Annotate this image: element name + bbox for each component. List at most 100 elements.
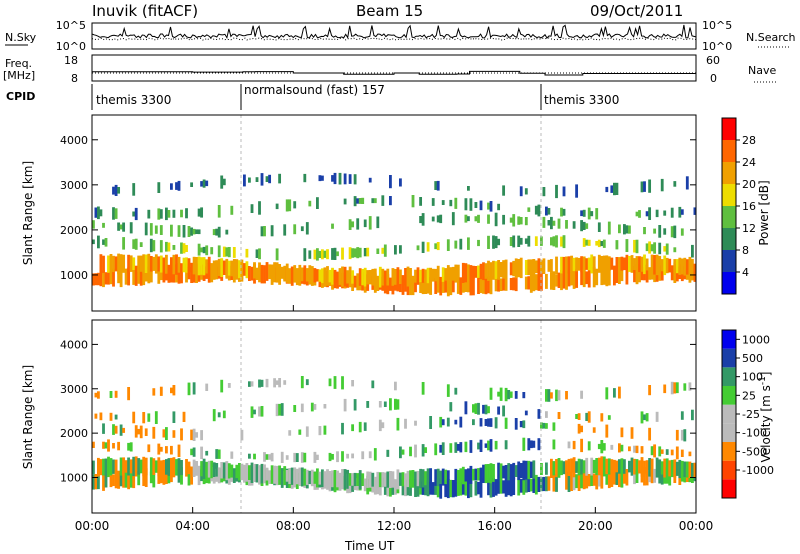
power-cell	[497, 203, 501, 211]
power-cell	[658, 225, 662, 238]
velocity-cell	[640, 446, 644, 454]
power-cell	[421, 268, 425, 283]
power-cell	[653, 242, 657, 254]
velocity-cell	[253, 463, 256, 482]
velocity-cell	[648, 385, 652, 396]
power-cell	[323, 267, 327, 285]
velocity-cell	[504, 440, 508, 450]
velocity-cell	[386, 471, 390, 488]
velocity-cell	[552, 474, 556, 492]
power-cell	[235, 259, 239, 279]
velocity-cell	[550, 392, 553, 399]
velocity-cell	[192, 428, 196, 441]
velocity-cell	[137, 458, 141, 475]
power-cell	[177, 256, 181, 273]
power-cell	[394, 269, 397, 285]
power-cell	[318, 250, 322, 258]
power-cell	[595, 241, 599, 246]
power-cell	[504, 278, 508, 291]
power-cell	[399, 269, 402, 284]
power-cell	[353, 248, 357, 258]
power-cell	[230, 205, 234, 215]
velocity-cell	[507, 478, 511, 496]
velocity-cell	[655, 457, 659, 478]
power-cell	[129, 255, 133, 272]
velocity-cell	[665, 458, 669, 478]
power-cell	[456, 278, 460, 294]
power-colorbar-swatch	[722, 206, 736, 228]
velocity-cell	[152, 467, 156, 488]
power-cell	[691, 258, 694, 276]
velocity-cell	[270, 465, 274, 484]
velocity-colorbar-swatch	[722, 348, 736, 368]
power-cell	[567, 256, 571, 274]
velocity-cell	[152, 458, 156, 475]
velocity-cell	[615, 460, 619, 473]
velocity-cell	[172, 385, 176, 396]
velocity-cell	[238, 463, 241, 481]
velocity-cell	[570, 472, 574, 491]
power-cell	[550, 259, 553, 273]
velocity-cell	[613, 459, 616, 473]
velocity-cell	[313, 404, 317, 410]
velocity-cell	[346, 453, 350, 459]
power-cell	[283, 224, 287, 236]
power-cell	[185, 257, 188, 273]
power-cell	[154, 225, 158, 234]
power-cell	[555, 184, 558, 199]
power-cell	[129, 222, 133, 234]
velocity-cell	[421, 469, 425, 488]
velocity-cell	[479, 418, 483, 427]
velocity-cell	[245, 463, 249, 482]
power-cell	[585, 271, 589, 285]
velocity-cell	[152, 388, 156, 396]
power-cell	[147, 266, 151, 284]
velocity-cell	[635, 459, 639, 475]
velocity-cell	[487, 464, 490, 483]
power-cell	[545, 273, 548, 289]
velocity-cell	[416, 471, 420, 487]
velocity-cell	[210, 460, 214, 479]
velocity-cell	[623, 471, 626, 484]
velocity-cell	[278, 378, 282, 388]
power-cell	[102, 222, 105, 228]
velocity-cell	[154, 411, 158, 424]
noise-left-tick-top: 10^5	[56, 19, 86, 32]
power-cell	[517, 259, 521, 278]
power-cell	[383, 244, 387, 257]
velocity-cell	[504, 465, 508, 479]
velocity-cell	[185, 459, 188, 477]
power-cell	[285, 199, 289, 212]
velocity-cell	[557, 412, 561, 419]
power-cell	[175, 254, 178, 275]
beam-title: Beam 15	[356, 2, 423, 20]
velocity-cell	[615, 470, 619, 485]
velocity-cell	[305, 426, 309, 437]
velocity-cell	[404, 418, 407, 429]
velocity-cell	[504, 476, 508, 497]
velocity-cell	[273, 378, 277, 388]
velocity-cell	[597, 443, 601, 450]
velocity-cell	[635, 445, 639, 454]
power-cell	[328, 269, 332, 283]
velocity-cell	[92, 441, 95, 448]
power-cell	[381, 247, 385, 254]
power-cell	[144, 254, 148, 273]
velocity-cell	[459, 468, 463, 484]
velocity-cell	[567, 458, 571, 476]
noise-right-label: N.Search	[746, 31, 796, 44]
power-cell	[421, 213, 425, 226]
power-cell	[333, 172, 337, 185]
velocity-cell	[243, 464, 246, 480]
velocity-cell	[688, 461, 692, 478]
velocity-cell	[663, 384, 667, 394]
velocity-cell	[192, 459, 196, 477]
velocity-cell	[132, 469, 136, 489]
velocity-cell	[426, 468, 430, 488]
velocity-cell	[144, 428, 148, 436]
velocity-cell	[394, 381, 397, 391]
power-cell	[650, 244, 654, 252]
power-cell	[147, 209, 151, 219]
velocity-cell	[217, 467, 221, 484]
velocity-cell	[577, 470, 581, 491]
